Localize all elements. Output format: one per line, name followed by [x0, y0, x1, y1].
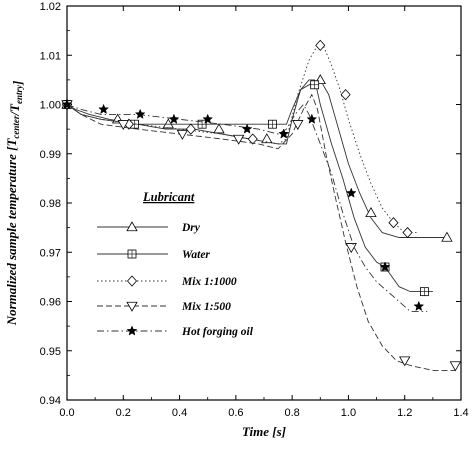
data-point [315, 39, 326, 51]
x-axis-title: Time [s] [242, 424, 286, 439]
data-point [202, 113, 214, 124]
y-tick-label: 0.95 [40, 346, 61, 358]
series-line [66, 79, 433, 293]
y-tick-label: 1.00 [40, 100, 61, 112]
data-point [98, 103, 109, 115]
data-point [168, 113, 180, 124]
data-point [241, 123, 253, 134]
y-tick-label: 0.94 [40, 395, 61, 407]
data-point [61, 98, 73, 110]
series-triangle-up [61, 74, 453, 242]
x-tick-label: 0.0 [59, 407, 74, 419]
legend-entry: Mix 1:1000 [97, 275, 237, 288]
legend-marker [126, 221, 138, 232]
legend-label: Dry [181, 222, 201, 234]
data-point [278, 128, 290, 139]
data-point [379, 261, 391, 272]
series-line [66, 79, 447, 238]
data-point [176, 129, 189, 140]
legend-entry: Dry [97, 221, 201, 234]
legend: Lubricant Dry Water Mix 1:1000 Mix 1:500 Hot … [97, 190, 254, 338]
data-point [292, 120, 304, 131]
data-point [402, 226, 413, 239]
legend-label: Mix 1:500 [181, 301, 231, 313]
y-axis-title: Normalized sample temperature [Tcenter/T… [4, 81, 25, 327]
series-star [61, 98, 428, 312]
data-point [117, 120, 129, 131]
data-point [213, 123, 225, 134]
data-point [261, 133, 273, 144]
x-tick-label: 0.4 [172, 407, 187, 419]
data-point [399, 356, 411, 367]
data-point [185, 123, 196, 135]
plot-frame [66, 5, 462, 401]
data-point [134, 108, 146, 119]
y-tick-label: 0.99 [40, 149, 61, 161]
x-tick-label: 0.2 [116, 407, 131, 419]
x-tick-label: 1.0 [341, 407, 356, 419]
x-tick-label: 1.4 [453, 407, 468, 419]
legend-label: Water [182, 249, 210, 261]
data-point [449, 361, 462, 372]
x-tick-label: 0.8 [284, 407, 299, 419]
y-tick-label: 0.96 [40, 297, 61, 309]
y-tick-label: 0.97 [40, 247, 61, 259]
data-point [345, 243, 357, 254]
axes-layer: 0.0 0.2 0.4 0.6 0.8 1.0 1.2 1.4 0.94 0.95 0.96 0.97… [40, 1, 469, 419]
series-line [66, 93, 456, 371]
legend-marker [126, 325, 138, 336]
legend-label: Hot forging oil [181, 326, 254, 338]
legend-entry: Water [97, 249, 210, 261]
legend-marker [126, 275, 138, 287]
legend-entry: Mix 1:500 [97, 301, 231, 313]
legend-entry: Hot forging oil [97, 325, 254, 338]
series-line [66, 44, 419, 234]
x-tick-label: 1.2 [397, 407, 412, 419]
x-tick-label: 0.6 [228, 407, 243, 419]
legend-marker [126, 301, 138, 312]
y-tick-label: 1.01 [40, 50, 61, 62]
series-layer [61, 39, 462, 372]
data-point [413, 300, 425, 312]
data-point [306, 113, 318, 124]
data-point [441, 231, 453, 242]
legend-label: Mix 1:1000 [181, 276, 237, 288]
y-tick-label: 1.02 [40, 1, 61, 13]
series-square [62, 79, 433, 297]
series-line [66, 103, 428, 312]
series-triangle-down [61, 93, 462, 372]
y-tick-label: 0.98 [40, 198, 61, 210]
data-point [365, 207, 377, 218]
data-point [388, 217, 399, 229]
data-point [340, 89, 351, 101]
data-point [247, 133, 258, 145]
data-point [345, 187, 357, 198]
legend-title: Lubricant [142, 190, 195, 204]
data-point [232, 134, 245, 145]
